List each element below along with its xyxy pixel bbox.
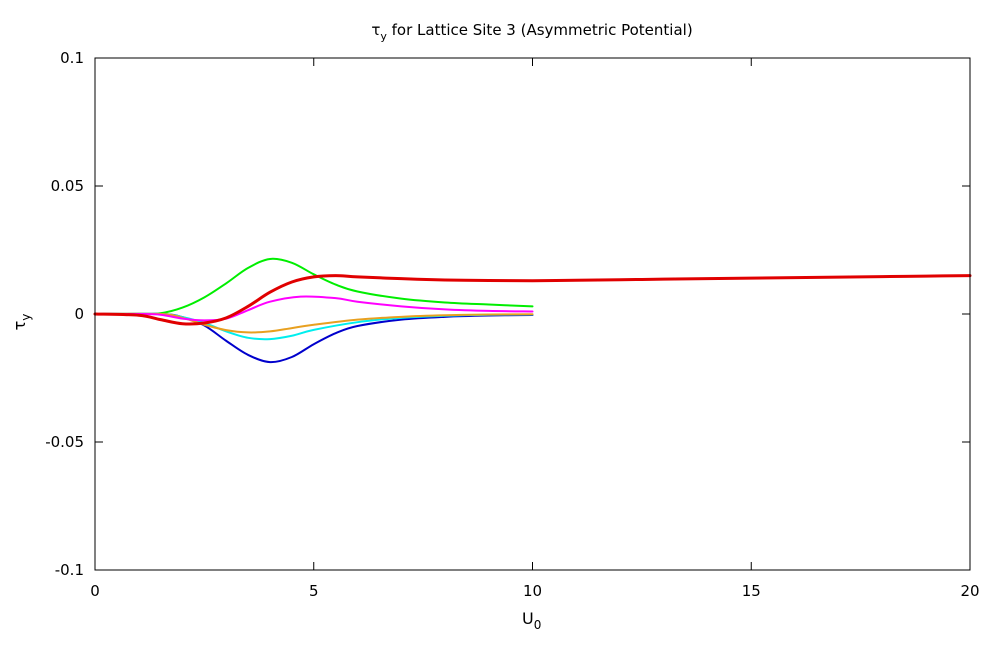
y-tick-label: -0.1 xyxy=(55,561,84,579)
series-line-3 xyxy=(94,312,534,341)
series-line-6 xyxy=(93,274,972,326)
y-tick-label: -0.05 xyxy=(45,433,84,451)
tick-labels: 0 5 10 15 20 -0.1 -0.05 0 0.05 0.1 xyxy=(45,49,979,600)
x-tick-label: 20 xyxy=(960,582,979,600)
plot-frame xyxy=(94,57,971,571)
title-main: τ xyxy=(371,21,380,39)
xlabel-sub: 0 xyxy=(534,618,542,632)
series-group xyxy=(93,257,972,364)
series-line-5 xyxy=(94,295,534,322)
y-tick-label: 0.1 xyxy=(60,49,84,67)
ylabel-main: τ xyxy=(10,321,29,331)
xlabel-main: U xyxy=(522,609,534,628)
y-tick-label: 0 xyxy=(74,305,84,323)
x-tick-label: 10 xyxy=(523,582,542,600)
title-sub: y xyxy=(380,30,387,43)
x-axis-label: U0 xyxy=(522,609,541,632)
ylabel-sub: y xyxy=(19,314,33,321)
y-axis-label: τy xyxy=(10,314,33,331)
title-rest: for Lattice Site 3 (Asymmetric Potential… xyxy=(387,21,693,39)
series-line-1 xyxy=(94,257,534,316)
x-tick-label: 0 xyxy=(90,582,100,600)
x-tick-label: 5 xyxy=(309,582,319,600)
x-tick-label: 15 xyxy=(742,582,761,600)
y-tick-label: 0.05 xyxy=(51,177,84,195)
chart-title: τy for Lattice Site 3 (Asymmetric Potent… xyxy=(371,21,692,43)
